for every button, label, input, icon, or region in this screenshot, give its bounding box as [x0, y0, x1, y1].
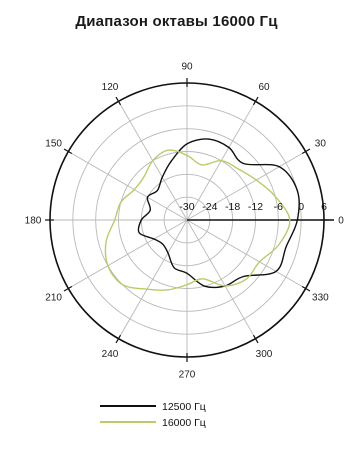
data-point	[167, 149, 169, 151]
series-layer	[104, 138, 300, 291]
data-point	[161, 176, 163, 178]
angle-tick-label: 90	[181, 62, 193, 73]
data-point	[242, 275, 245, 278]
data-point	[278, 166, 280, 168]
data-point	[224, 285, 226, 287]
data-point	[201, 164, 203, 166]
data-point	[289, 219, 291, 221]
angle-tick-label: 300	[256, 349, 273, 360]
legend-label-1: 12500 Гц	[162, 401, 206, 413]
data-point	[296, 189, 298, 192]
angle-tick-label: 240	[102, 349, 119, 360]
grid-spoke	[186, 219, 306, 289]
data-point	[220, 160, 222, 162]
angle-tick-label: 120	[102, 82, 119, 93]
data-point	[143, 176, 145, 178]
data-point	[186, 272, 188, 274]
data-point	[156, 189, 158, 191]
angle-tick-mark	[301, 285, 311, 292]
data-point	[186, 284, 188, 286]
data-point	[258, 261, 261, 263]
data-point	[120, 201, 122, 203]
data-point	[242, 162, 245, 165]
data-point	[237, 168, 239, 170]
data-point	[114, 219, 116, 221]
radial-tick-label: 6	[321, 201, 327, 213]
data-point	[278, 244, 280, 246]
data-point	[146, 196, 149, 198]
grid-spoke	[68, 151, 188, 221]
angle-tick-label: 180	[25, 216, 42, 227]
data-point	[170, 160, 172, 162]
data-point	[173, 267, 175, 269]
data-point	[152, 160, 154, 162]
data-point	[167, 252, 169, 254]
grid-spoke	[118, 219, 188, 339]
data-point	[107, 265, 109, 267]
data-point	[121, 284, 123, 286]
radial-tick-label: -30	[179, 201, 194, 213]
angle-tick-mark	[115, 334, 122, 344]
data-point	[208, 138, 210, 140]
data-point	[153, 238, 155, 240]
data-point	[202, 278, 204, 280]
angle-tick-label: 30	[315, 139, 327, 150]
data-point	[285, 246, 287, 248]
chart-title: Диапазон октавы 16000 Гц	[75, 13, 278, 30]
angle-tick-mark	[63, 148, 73, 155]
data-point	[296, 219, 298, 221]
data-point	[133, 189, 135, 191]
angle-tick-label: 270	[179, 370, 196, 381]
angle-tick-label: 210	[45, 293, 62, 304]
angle-tick-mark	[252, 334, 259, 344]
legend-label-2: 16000 Гц	[162, 417, 206, 429]
angle-tick-mark	[301, 148, 311, 155]
data-point	[255, 179, 257, 181]
data-point	[204, 285, 206, 287]
legend: 12500 Гц 16000 Гц	[100, 401, 206, 429]
radial-tick-label: -12	[248, 201, 263, 213]
radial-tick-label: 0	[298, 201, 304, 213]
data-point	[162, 243, 164, 245]
data-point	[274, 195, 276, 197]
radial-tick-label: -6	[274, 201, 283, 213]
data-point	[186, 154, 188, 156]
data-point	[146, 288, 148, 290]
angle-tick-label: 150	[45, 139, 62, 150]
angle-tick-label: 330	[312, 293, 329, 304]
radial-tick-label: -24	[202, 201, 217, 213]
grid-spoke	[68, 219, 188, 289]
data-point	[105, 241, 107, 243]
grid-spoke	[186, 219, 256, 339]
data-point	[140, 219, 142, 221]
data-point	[186, 143, 188, 145]
angle-tick-mark	[252, 96, 259, 106]
data-point	[245, 278, 247, 280]
grid-spoke	[186, 151, 306, 221]
radial-tick-label: -18	[225, 201, 240, 213]
angle-tick-label: 60	[258, 82, 270, 93]
angle-tick-mark	[63, 285, 73, 292]
polar-grid	[45, 78, 334, 362]
data-point	[275, 270, 277, 272]
data-point	[167, 289, 169, 291]
angle-tick-mark	[115, 96, 122, 106]
data-point	[228, 146, 230, 149]
angle-tick-label: 0	[338, 216, 344, 227]
data-point	[149, 209, 151, 211]
data-point	[138, 232, 140, 234]
